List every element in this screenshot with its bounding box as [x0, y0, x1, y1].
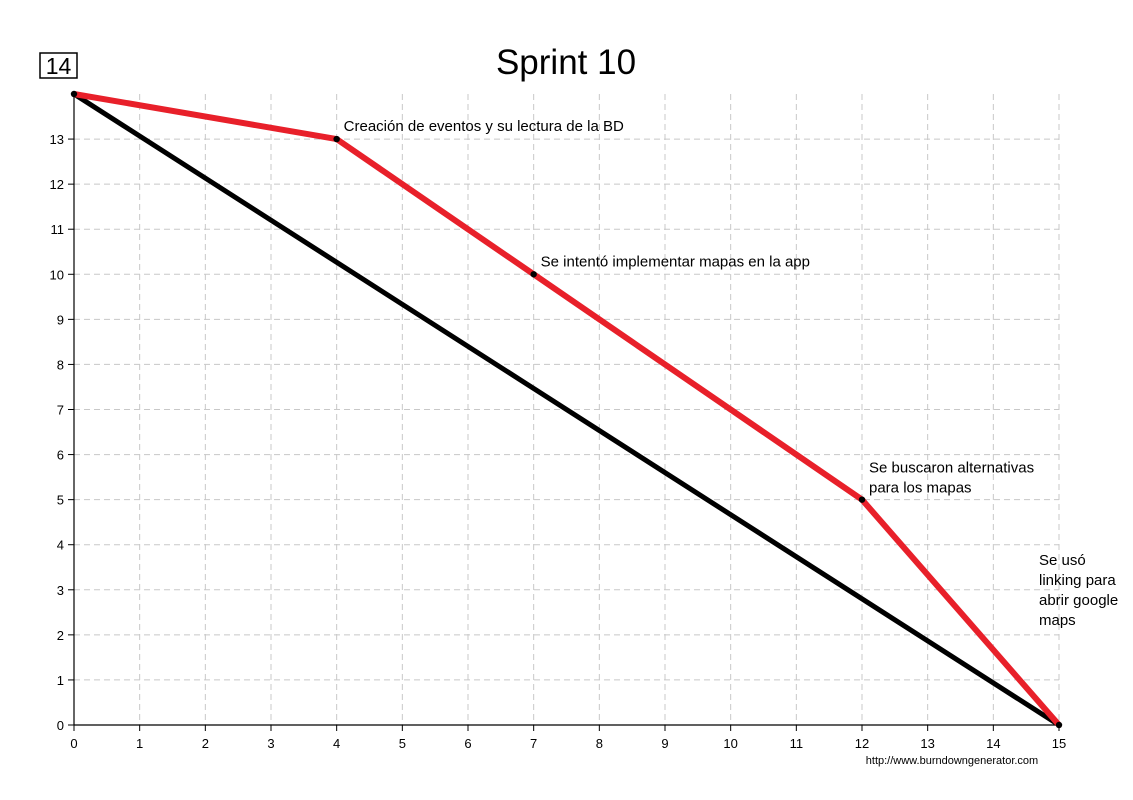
annotation-line: para los mapas [869, 480, 972, 497]
x-tick-label: 15 [1052, 736, 1066, 751]
y-tick-label: 9 [57, 312, 64, 327]
x-tick-label: 1 [136, 736, 143, 751]
x-tick-label: 7 [530, 736, 537, 751]
y-tick-label: 11 [51, 222, 65, 237]
actual-point [70, 90, 78, 98]
x-tick-label: 14 [986, 736, 1000, 751]
annotation-line: Se usó [1039, 552, 1086, 569]
annotation-text: Se usó linking para abrir google maps [1039, 552, 1118, 629]
y-tick-label: 3 [57, 583, 64, 598]
actual-point [530, 271, 537, 278]
y-tick-label: 7 [57, 403, 64, 418]
x-tick-label: 8 [596, 736, 603, 751]
x-tick-label: 2 [202, 736, 209, 751]
x-tick-label: 12 [855, 736, 869, 751]
annotation-text: Se buscaron alternativas para los mapas [869, 460, 1034, 497]
annotation-line: abrir google [1039, 592, 1118, 609]
y-tick-label: 10 [50, 267, 64, 282]
annotation-line: Creación de eventos y su lectura de la B… [344, 118, 624, 135]
sprint-badge: 14 [39, 52, 78, 79]
annotation-line: linking para [1039, 572, 1116, 589]
y-tick-label: 0 [57, 718, 64, 733]
series-layer [71, 91, 1062, 728]
annotation-line: maps [1039, 612, 1076, 629]
y-tick-label: 13 [50, 132, 64, 147]
y-tick-label: 2 [57, 628, 64, 643]
x-tick-label: 9 [661, 736, 668, 751]
x-tick-label: 4 [333, 736, 340, 751]
x-tick-label: 6 [464, 736, 471, 751]
x-tick-label: 10 [723, 736, 737, 751]
sprint-badge-box [39, 52, 78, 79]
annotation-line: Se buscaron alternativas [869, 460, 1034, 477]
annotation-layer: Creación de eventos y su lectura de la B… [344, 118, 1119, 629]
y-tick-label: 5 [57, 493, 64, 508]
x-tick-label: 11 [790, 736, 804, 751]
annotation-text: Se intentó implementar mapas en la app [541, 253, 810, 270]
x-tick-label: 5 [399, 736, 406, 751]
grid-layer [74, 94, 1060, 725]
axes-layer [68, 92, 1060, 731]
annotation-line: Se intentó implementar mapas en la app [541, 253, 810, 270]
x-tick-label: 0 [70, 736, 77, 751]
y-tick-label: 6 [57, 448, 64, 463]
x-tick-label: 3 [267, 736, 274, 751]
ideal-line [71, 91, 1062, 728]
chart-title: Sprint 10 [496, 43, 636, 82]
points-layer [70, 90, 1063, 729]
annotation-text: Creación de eventos y su lectura de la B… [344, 118, 624, 135]
x-tick-label: 13 [920, 736, 934, 751]
y-tick-label: 12 [50, 177, 64, 192]
sprint-badge-text: 14 [46, 53, 72, 79]
y-tick-label: 1 [57, 673, 64, 688]
actual-point [333, 135, 340, 143]
credit-link-text: http://www.burndowngenerator.com [866, 755, 1038, 767]
actual-point [858, 496, 866, 503]
y-tick-label: 4 [57, 538, 64, 553]
y-tick-label: 8 [57, 357, 64, 372]
actual-point [1055, 721, 1063, 729]
